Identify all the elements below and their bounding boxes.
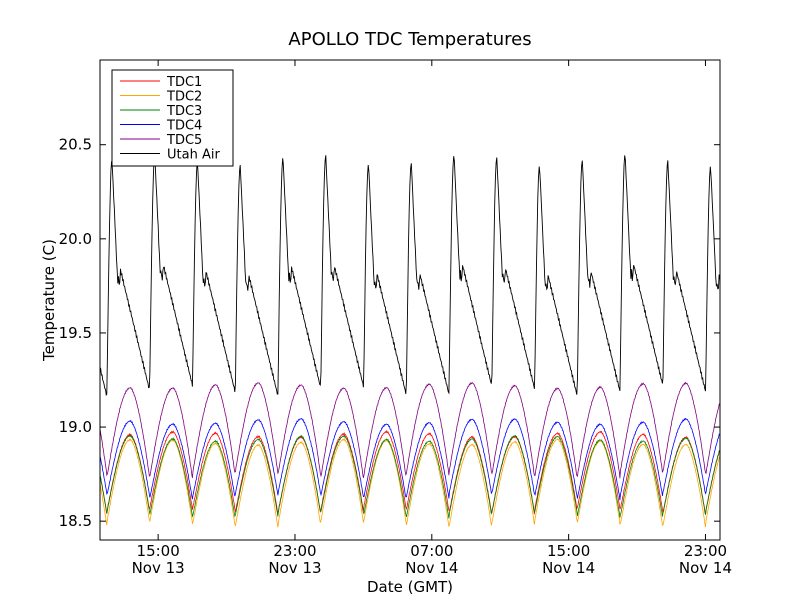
legend-label: TDC2 bbox=[166, 90, 202, 105]
series-line-tdc5 bbox=[100, 381, 720, 479]
series-lines bbox=[100, 154, 720, 528]
y-axis-label: Temperature (C) bbox=[40, 239, 58, 362]
legend-label: TDC4 bbox=[166, 119, 202, 134]
x-tick-date-label: Nov 14 bbox=[405, 559, 458, 577]
series-line-tdc3 bbox=[100, 434, 720, 519]
x-tick-date-label: Nov 13 bbox=[268, 559, 321, 577]
x-tick-time-label: 23:00 bbox=[273, 542, 316, 560]
y-tick-label: 20.0 bbox=[59, 230, 92, 248]
x-tick-date-label: Nov 13 bbox=[132, 559, 185, 577]
chart-title: APOLLO TDC Temperatures bbox=[288, 29, 531, 50]
x-tick-time-label: 07:00 bbox=[410, 542, 453, 560]
legend-label: TDC1 bbox=[166, 75, 202, 90]
legend-box bbox=[111, 69, 234, 167]
series-line-tdc2 bbox=[100, 437, 720, 528]
y-tick-label: 19.5 bbox=[59, 324, 92, 342]
x-tick-time-label: 23:00 bbox=[684, 542, 727, 560]
y-tick-label: 20.5 bbox=[59, 136, 92, 154]
y-tick-label: 19.0 bbox=[59, 418, 92, 436]
y-tick-label: 18.5 bbox=[59, 512, 92, 530]
x-axis-label: Date (GMT) bbox=[367, 578, 453, 596]
x-tick-time-label: 15:00 bbox=[547, 542, 590, 560]
legend-label: TDC3 bbox=[166, 104, 202, 119]
series-line-utah-air bbox=[100, 154, 720, 396]
series-line-tdc4 bbox=[100, 417, 720, 501]
x-tick-date-label: Nov 14 bbox=[679, 559, 732, 577]
legend-label: TDC5 bbox=[166, 133, 202, 148]
y-axis-ticks: 18.5 19.0 19.5 20.0 20.5 bbox=[59, 136, 720, 530]
x-tick-date-label: Nov 14 bbox=[542, 559, 595, 577]
x-tick-time-label: 15:00 bbox=[137, 542, 180, 560]
series-line-tdc1 bbox=[100, 429, 720, 515]
plot-frame bbox=[99, 59, 721, 541]
legend-label: Utah Air bbox=[167, 148, 220, 163]
